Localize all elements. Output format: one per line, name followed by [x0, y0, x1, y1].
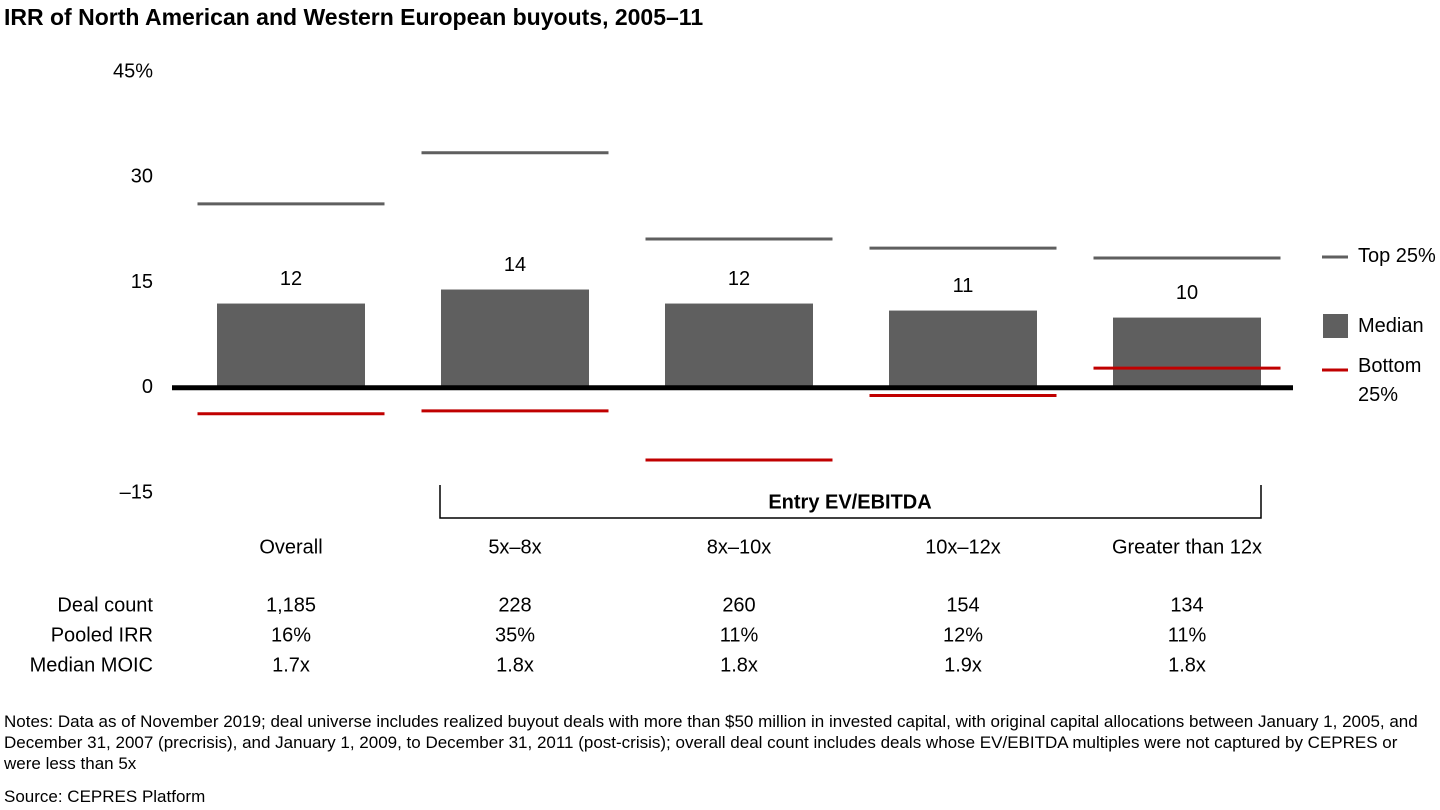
- value-label: 12: [728, 268, 750, 290]
- value-label: 12: [280, 268, 302, 290]
- table-cell: 16%: [271, 624, 311, 646]
- chart-title: IRR of North American and Western Europe…: [4, 4, 703, 30]
- x-tick-label: Greater than 12x: [1112, 536, 1262, 558]
- notes: Notes: Data as of November 2019; deal un…: [4, 712, 1418, 773]
- table-cell: 12%: [943, 624, 983, 646]
- y-tick-label: 45%: [113, 60, 153, 82]
- table-cell: 1.9x: [944, 654, 982, 676]
- row-label: Deal count: [57, 594, 153, 616]
- bar: [665, 303, 813, 388]
- bar: [1113, 317, 1261, 388]
- x-tick-label: 10x–12x: [925, 536, 1001, 558]
- table-cell: 1.8x: [496, 654, 534, 676]
- table-cell: 35%: [495, 624, 535, 646]
- table-cell: 1.7x: [272, 654, 310, 676]
- y-tick-label: –15: [120, 481, 153, 503]
- bar: [441, 289, 589, 388]
- bracket: [439, 485, 1262, 519]
- x-tick-label: 5x–8x: [488, 536, 541, 558]
- table-cell: 11%: [1168, 624, 1207, 646]
- x-tick-label: Overall: [259, 536, 322, 558]
- table-cell: 134: [1170, 594, 1203, 616]
- value-label: 10: [1176, 282, 1198, 304]
- bar: [889, 310, 1037, 388]
- legend-label: Bottom 25%: [1358, 355, 1422, 406]
- table-cell: 1,185: [266, 594, 316, 616]
- row-label: Median MOIC: [30, 654, 153, 676]
- table-cell: 228: [498, 594, 531, 616]
- y-tick-label: 0: [142, 376, 153, 398]
- bar: [217, 303, 365, 388]
- table-cell: 11%: [720, 624, 759, 646]
- source: Source: CEPRES Platform: [4, 787, 206, 806]
- value-label: 14: [504, 254, 526, 276]
- legend-marker: [1323, 314, 1348, 338]
- table-cell: 1.8x: [1168, 654, 1206, 676]
- table-cell: 260: [722, 594, 755, 616]
- legend-label: Top 25%: [1358, 245, 1436, 267]
- bracket-label: Entry EV/EBITDA: [768, 491, 931, 513]
- legend-label: Median: [1358, 315, 1424, 337]
- y-tick-label: 15: [131, 271, 153, 293]
- table-cell: 1.8x: [720, 654, 758, 676]
- value-label: 11: [953, 275, 974, 297]
- y-tick-label: 30: [131, 166, 153, 188]
- row-label: Pooled IRR: [51, 624, 153, 646]
- table-cell: 154: [946, 594, 979, 616]
- x-tick-label: 8x–10x: [707, 536, 772, 558]
